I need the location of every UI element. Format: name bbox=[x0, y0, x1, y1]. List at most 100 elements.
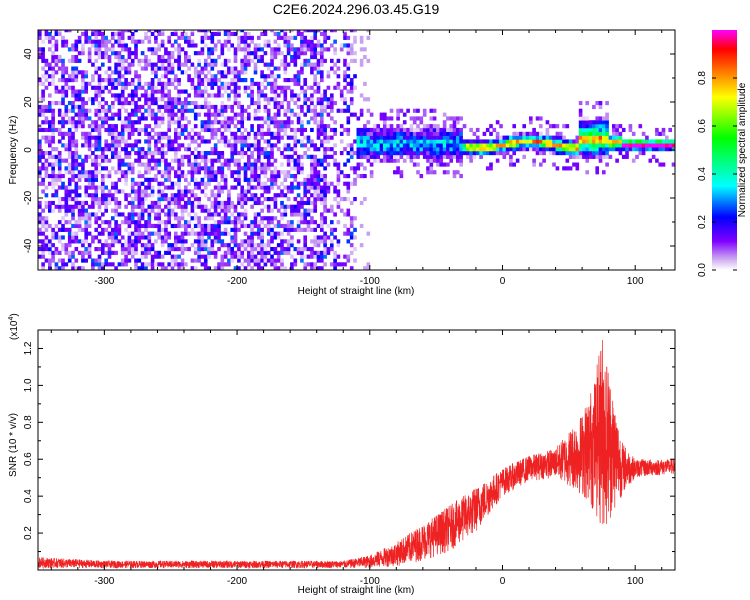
spectrogram-cell bbox=[615, 147, 619, 152]
spectrogram-cell bbox=[303, 43, 308, 48]
spectrogram-cell bbox=[61, 135, 65, 140]
spectrogram-cell bbox=[273, 235, 278, 240]
spectrogram-cell bbox=[154, 131, 158, 136]
spectrogram-cell bbox=[137, 197, 142, 202]
spectrogram-cell bbox=[233, 31, 238, 37]
spectrogram-cell bbox=[57, 131, 62, 136]
spectrogram-cell bbox=[283, 66, 288, 71]
spectrogram-cell bbox=[263, 243, 268, 248]
spectrogram-cell bbox=[286, 185, 291, 190]
spectrogram-cell bbox=[316, 266, 321, 270]
spectrogram-cell bbox=[369, 135, 374, 140]
spectrogram-cell bbox=[393, 131, 397, 136]
spectrogram-cell bbox=[442, 162, 447, 167]
spectrogram-cell bbox=[316, 127, 321, 133]
spectrogram-cell bbox=[595, 166, 600, 171]
spectrogram-cell bbox=[266, 243, 271, 248]
spectrogram-cell bbox=[57, 258, 62, 263]
spectrogram-cell bbox=[266, 120, 271, 125]
spectrogram-cell bbox=[243, 35, 248, 40]
spectrogram-cell bbox=[67, 166, 72, 171]
spectrogram-cell bbox=[127, 243, 132, 248]
spectrogram-cell bbox=[240, 200, 245, 206]
spectrogram-cell bbox=[51, 254, 55, 259]
spectrogram-cell bbox=[406, 131, 410, 136]
spectrogram-cell bbox=[280, 204, 284, 209]
spectrogram-cell bbox=[193, 51, 198, 56]
spectrogram-cell bbox=[243, 143, 248, 148]
spectrogram-cell bbox=[200, 93, 205, 98]
spectrogram-cell bbox=[276, 220, 281, 225]
spectrogram-cell bbox=[250, 220, 254, 225]
spectrogram-cell bbox=[147, 220, 152, 225]
spectrogram-cell bbox=[266, 81, 271, 86]
spectrogram-cell bbox=[170, 223, 175, 229]
spectrogram-cell bbox=[150, 108, 155, 113]
spectrogram-cell bbox=[220, 108, 225, 113]
spectrogram-cell bbox=[578, 139, 583, 144]
spectrogram-cell bbox=[273, 177, 278, 182]
spectrogram-cell bbox=[266, 151, 271, 156]
spectrogram-cell bbox=[310, 127, 314, 133]
spectrogram-cell bbox=[635, 147, 639, 152]
spectrogram-cell bbox=[223, 143, 228, 148]
spectrogram-cell bbox=[333, 47, 337, 52]
spectrogram-cell bbox=[373, 151, 377, 156]
x-tick-label: 0 bbox=[500, 576, 506, 587]
spectrogram-cell bbox=[257, 108, 261, 113]
spectrogram-cell bbox=[190, 227, 195, 232]
spectrogram-cell bbox=[127, 231, 132, 236]
spectrogram-cell bbox=[147, 158, 152, 163]
spectrogram-cell bbox=[200, 135, 205, 140]
spectrogram-cell bbox=[160, 158, 165, 163]
spectrogram-cell bbox=[207, 170, 211, 175]
spectrogram-cell bbox=[326, 223, 331, 229]
spectrogram-cell bbox=[48, 200, 52, 206]
spectrogram-cell bbox=[247, 154, 251, 159]
spectrogram-cell bbox=[396, 158, 400, 163]
spectrogram-cell bbox=[293, 227, 298, 232]
spectrogram-cell bbox=[376, 124, 381, 129]
spectrogram-cell bbox=[104, 85, 109, 90]
spectrogram-cell bbox=[237, 101, 241, 106]
spectrogram-cell bbox=[240, 250, 245, 255]
spectrogram-cell bbox=[383, 120, 387, 125]
spectrogram-cell bbox=[74, 89, 79, 94]
spectrogram-cell bbox=[193, 66, 198, 71]
spectrogram-cell bbox=[273, 135, 278, 140]
spectrogram-cell bbox=[270, 254, 274, 259]
spectrogram-cell bbox=[442, 120, 447, 125]
spectrogram-cell bbox=[217, 223, 221, 229]
spectrogram-cell bbox=[137, 181, 142, 186]
spectrogram-cell bbox=[575, 162, 580, 167]
spectrogram-cell bbox=[592, 131, 596, 136]
spectrogram-cell bbox=[223, 208, 228, 213]
spectrogram-cell bbox=[266, 250, 271, 255]
spectrogram-cell bbox=[379, 143, 384, 148]
spectrogram-cell bbox=[54, 247, 59, 252]
spectrogram-cell bbox=[608, 139, 613, 144]
spectrogram-cell bbox=[303, 200, 308, 206]
spectrogram-cell bbox=[446, 147, 450, 152]
spectrogram-cell bbox=[247, 181, 251, 186]
spectrogram-cell bbox=[379, 135, 384, 140]
spectrogram-cell bbox=[349, 78, 354, 83]
spectrogram-cell bbox=[641, 147, 646, 152]
spectrogram-cell bbox=[240, 124, 245, 129]
spectrogram-cell bbox=[101, 104, 105, 110]
spectrogram-cell bbox=[184, 104, 188, 110]
spectrogram-cell bbox=[359, 223, 364, 229]
spectrogram-cell bbox=[253, 174, 258, 179]
spectrogram-cell bbox=[130, 143, 135, 148]
spectrogram-cell bbox=[210, 174, 215, 179]
spectrogram-cell bbox=[184, 35, 188, 40]
spectrogram-cell bbox=[310, 174, 314, 179]
spectrogram-cell bbox=[190, 139, 195, 144]
spectrogram-cell bbox=[144, 170, 148, 175]
spectrogram-cell bbox=[114, 81, 118, 86]
spectrogram-cell bbox=[296, 181, 301, 186]
spectrogram-cell bbox=[101, 43, 105, 48]
spectrogram-cell bbox=[263, 223, 268, 229]
spectrogram-cell bbox=[120, 158, 125, 163]
spectrogram-cell bbox=[293, 47, 298, 52]
